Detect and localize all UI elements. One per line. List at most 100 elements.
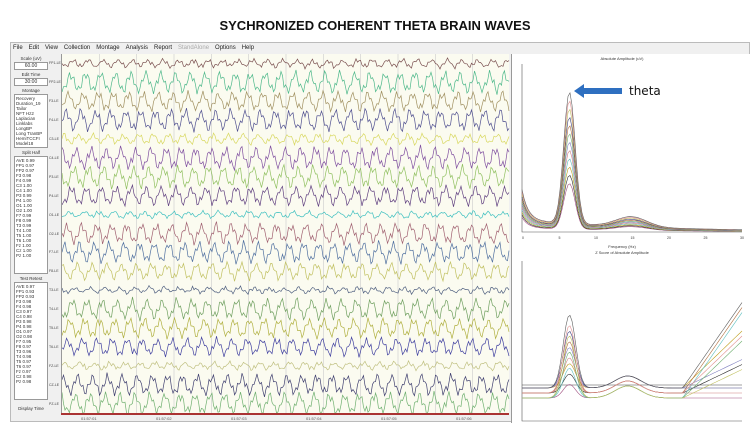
eeg-trace bbox=[61, 316, 510, 340]
eeg-trace bbox=[61, 57, 510, 70]
list-item[interactable]: Laplacian bbox=[16, 116, 36, 121]
channel-label: F4-LE bbox=[49, 118, 59, 123]
channel-label: O2-LE bbox=[49, 231, 60, 236]
test-retest-label: Test Retest bbox=[19, 276, 43, 281]
spectrum-curve bbox=[521, 92, 742, 230]
menu-options[interactable]: Options bbox=[215, 45, 236, 51]
list-item[interactable]: T3 0.99 bbox=[16, 223, 32, 228]
list-item[interactable]: T5 1.00 bbox=[16, 233, 32, 238]
list-item[interactable]: F4 0.99 bbox=[16, 178, 32, 183]
list-item[interactable]: Fz 1.00 bbox=[16, 243, 32, 248]
list-item[interactable]: LongBP bbox=[16, 126, 33, 131]
edit-time-input[interactable]: 30:00 bbox=[14, 78, 48, 86]
eeg-trace bbox=[61, 260, 510, 283]
list-item[interactable]: P4 1.00 bbox=[16, 198, 32, 203]
list-item[interactable]: Linklabs bbox=[16, 121, 33, 126]
menu-standalone[interactable]: StandAlone bbox=[178, 45, 210, 51]
list-item[interactable]: P4 0.98 bbox=[16, 324, 32, 329]
x-tick: 20 bbox=[667, 236, 671, 240]
list-item[interactable]: Cz 1.00 bbox=[16, 248, 32, 253]
list-item[interactable]: O2 1.00 bbox=[16, 208, 33, 213]
list-item[interactable]: Pz 1.00 bbox=[16, 253, 32, 258]
channel-label: PZ-LE bbox=[49, 401, 59, 406]
list-item[interactable]: Long TranBP bbox=[16, 131, 43, 136]
spectrum-curve bbox=[521, 100, 743, 231]
split-half-list[interactable]: AVE 0.99 FP1 0.97 FP2 0.97 F3 0.98 F4 0.99 C3… bbox=[14, 156, 48, 274]
list-item[interactable]: F7 0.99 bbox=[16, 213, 32, 218]
list-item[interactable]: F3 0.98 bbox=[16, 173, 32, 178]
menu-help[interactable]: Help bbox=[241, 45, 255, 51]
test-retest-list[interactable]: AVE 0.97 FP1 0.93 FP2 0.93 F3 0.98 F4 0.98 C3… bbox=[14, 282, 48, 400]
channel-label: C4-LE bbox=[49, 155, 59, 160]
list-item[interactable]: C4 1.00 bbox=[16, 188, 32, 193]
list-item[interactable]: C3 0.97 bbox=[16, 309, 32, 314]
zscore-curve bbox=[522, 330, 743, 389]
list-item[interactable]: FP2 0.93 bbox=[16, 294, 35, 299]
list-item[interactable]: C4 0.98 bbox=[16, 314, 32, 319]
montage-list[interactable]: Recovery Duration_19 Tailor NFT Hz2 Laplacia… bbox=[14, 94, 48, 148]
list-item[interactable]: T4 1.00 bbox=[16, 228, 32, 233]
left-panel: Scale (uV) 60.00 Edit Time 30:00 Montage… bbox=[11, 54, 51, 423]
x-tick: 5 bbox=[559, 236, 561, 240]
list-item[interactable]: AVE 0.99 bbox=[16, 158, 35, 163]
montage-label: Montage bbox=[22, 88, 40, 93]
channel-label: T3-LE bbox=[49, 288, 59, 293]
eeg-trace bbox=[61, 335, 510, 358]
list-item[interactable]: T6 0.97 bbox=[16, 364, 32, 369]
list-item[interactable]: Tailor bbox=[16, 106, 27, 111]
list-item[interactable]: FP1 0.93 bbox=[16, 289, 35, 294]
eeg-trace bbox=[61, 359, 510, 372]
channel-label: P3-LE bbox=[49, 174, 59, 179]
list-item[interactable]: T3 0.96 bbox=[16, 349, 32, 354]
list-item[interactable]: O1 1.00 bbox=[16, 203, 33, 208]
list-item[interactable]: Model18 bbox=[16, 141, 34, 146]
list-item[interactable]: NFT Hz2 bbox=[16, 111, 34, 116]
menu-view[interactable]: View bbox=[45, 45, 58, 51]
list-item[interactable]: Fz 0.97 bbox=[16, 369, 32, 374]
list-item[interactable]: T6 1.00 bbox=[16, 238, 32, 243]
list-item[interactable]: FP2 0.97 bbox=[16, 168, 35, 173]
menu-analysis[interactable]: Analysis bbox=[125, 45, 148, 51]
list-item[interactable]: T5 0.97 bbox=[16, 359, 32, 364]
list-item[interactable]: Recovery bbox=[16, 96, 36, 101]
channel-label: F7-LE bbox=[49, 250, 59, 255]
list-item[interactable]: Duration_19 bbox=[16, 101, 41, 106]
channel-label: C3-LE bbox=[49, 137, 59, 142]
list-item[interactable]: O2 0.98 bbox=[16, 334, 33, 339]
menu-edit[interactable]: Edit bbox=[28, 45, 40, 51]
channel-label: FZ-LE bbox=[49, 363, 59, 368]
list-item[interactable]: F8 0.97 bbox=[16, 344, 32, 349]
list-item[interactable]: Cz 0.98 bbox=[16, 374, 32, 379]
menu-report[interactable]: Report bbox=[153, 45, 172, 51]
menu-file[interactable]: File bbox=[13, 45, 23, 51]
list-item[interactable]: HemiTCCFI bbox=[16, 136, 40, 141]
eeg-trace bbox=[61, 390, 510, 417]
eeg-trace bbox=[61, 144, 510, 172]
channel-label: CZ-LE bbox=[49, 382, 60, 387]
list-item[interactable]: AVE 0.97 bbox=[16, 284, 35, 289]
scale-input[interactable]: 60.00 bbox=[14, 62, 48, 70]
menu-collection[interactable]: Collection bbox=[63, 45, 91, 51]
eeg-trace bbox=[61, 163, 510, 190]
list-item[interactable]: P3 0.99 bbox=[16, 193, 32, 198]
eeg-traces[interactable] bbox=[61, 54, 510, 417]
list-item[interactable]: F7 0.95 bbox=[16, 339, 32, 344]
list-item[interactable]: Pz 0.98 bbox=[16, 379, 32, 384]
eeg-trace bbox=[61, 131, 510, 147]
time-tick: 01:57:06 bbox=[456, 416, 472, 421]
menu-montage[interactable]: Montage bbox=[96, 45, 120, 51]
list-item[interactable]: F4 0.98 bbox=[16, 304, 32, 309]
list-item[interactable]: T4 0.98 bbox=[16, 354, 32, 359]
x-tick: 15 bbox=[631, 236, 635, 240]
time-tick: 01:57:05 bbox=[381, 416, 397, 421]
list-item[interactable]: FP1 0.97 bbox=[16, 163, 35, 168]
time-tick: 01:57:03 bbox=[231, 416, 247, 421]
scale-label: Scale (uV) bbox=[20, 56, 42, 61]
list-item[interactable]: O1 0.97 bbox=[16, 329, 33, 334]
time-tick: 01:57:01 bbox=[81, 416, 97, 421]
list-item[interactable]: P3 0.98 bbox=[16, 319, 32, 324]
list-item[interactable]: F3 0.98 bbox=[16, 299, 32, 304]
spectrum-axes bbox=[521, 64, 742, 233]
list-item[interactable]: C3 1.00 bbox=[16, 183, 32, 188]
list-item[interactable]: F8 0.99 bbox=[16, 218, 32, 223]
